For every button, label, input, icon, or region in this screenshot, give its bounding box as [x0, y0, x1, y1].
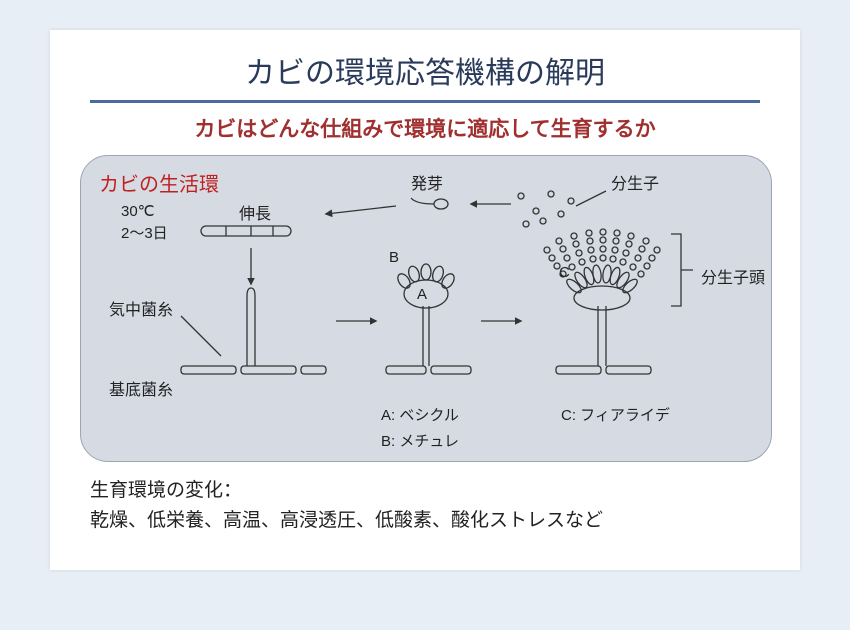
germinating-spore-icon: [411, 198, 448, 209]
stage-vesicle-icon: [386, 264, 471, 374]
slide: カビの環境応答機構の解明 カビはどんな仕組みで環境に適応して生育するか カビの生…: [50, 30, 800, 570]
life-cycle-diagram: カビの生活環 30℃ 2〜3日 伸長 発芽 分生子 分生子頭 気中菌糸 基底菌糸…: [80, 155, 772, 462]
slide-title: カビの環境応答機構の解明: [50, 30, 800, 100]
footer-line1: 生育環境の変化：: [90, 476, 760, 506]
conidial-head-bracket: [671, 234, 693, 306]
footer-block: 生育環境の変化： 乾燥、低栄養、高温、高浸透圧、低酸素、酸化ストレスなど: [90, 476, 760, 537]
stage-elongation-icon: [201, 226, 291, 236]
stage-aerial-hyphae-icon: [181, 288, 326, 374]
arrow-germ-to-elong: [326, 206, 396, 214]
conidia-pointer: [576, 191, 606, 206]
title-underline: [90, 100, 760, 103]
free-conidia-icon: [518, 191, 574, 227]
diagram-svg: [81, 156, 771, 461]
stage-conidial-head-icon: [544, 229, 660, 374]
slide-subtitle: カビはどんな仕組みで環境に適応して生育するか: [50, 113, 800, 143]
footer-line2: 乾燥、低栄養、高温、高浸透圧、低酸素、酸化ストレスなど: [90, 506, 760, 536]
